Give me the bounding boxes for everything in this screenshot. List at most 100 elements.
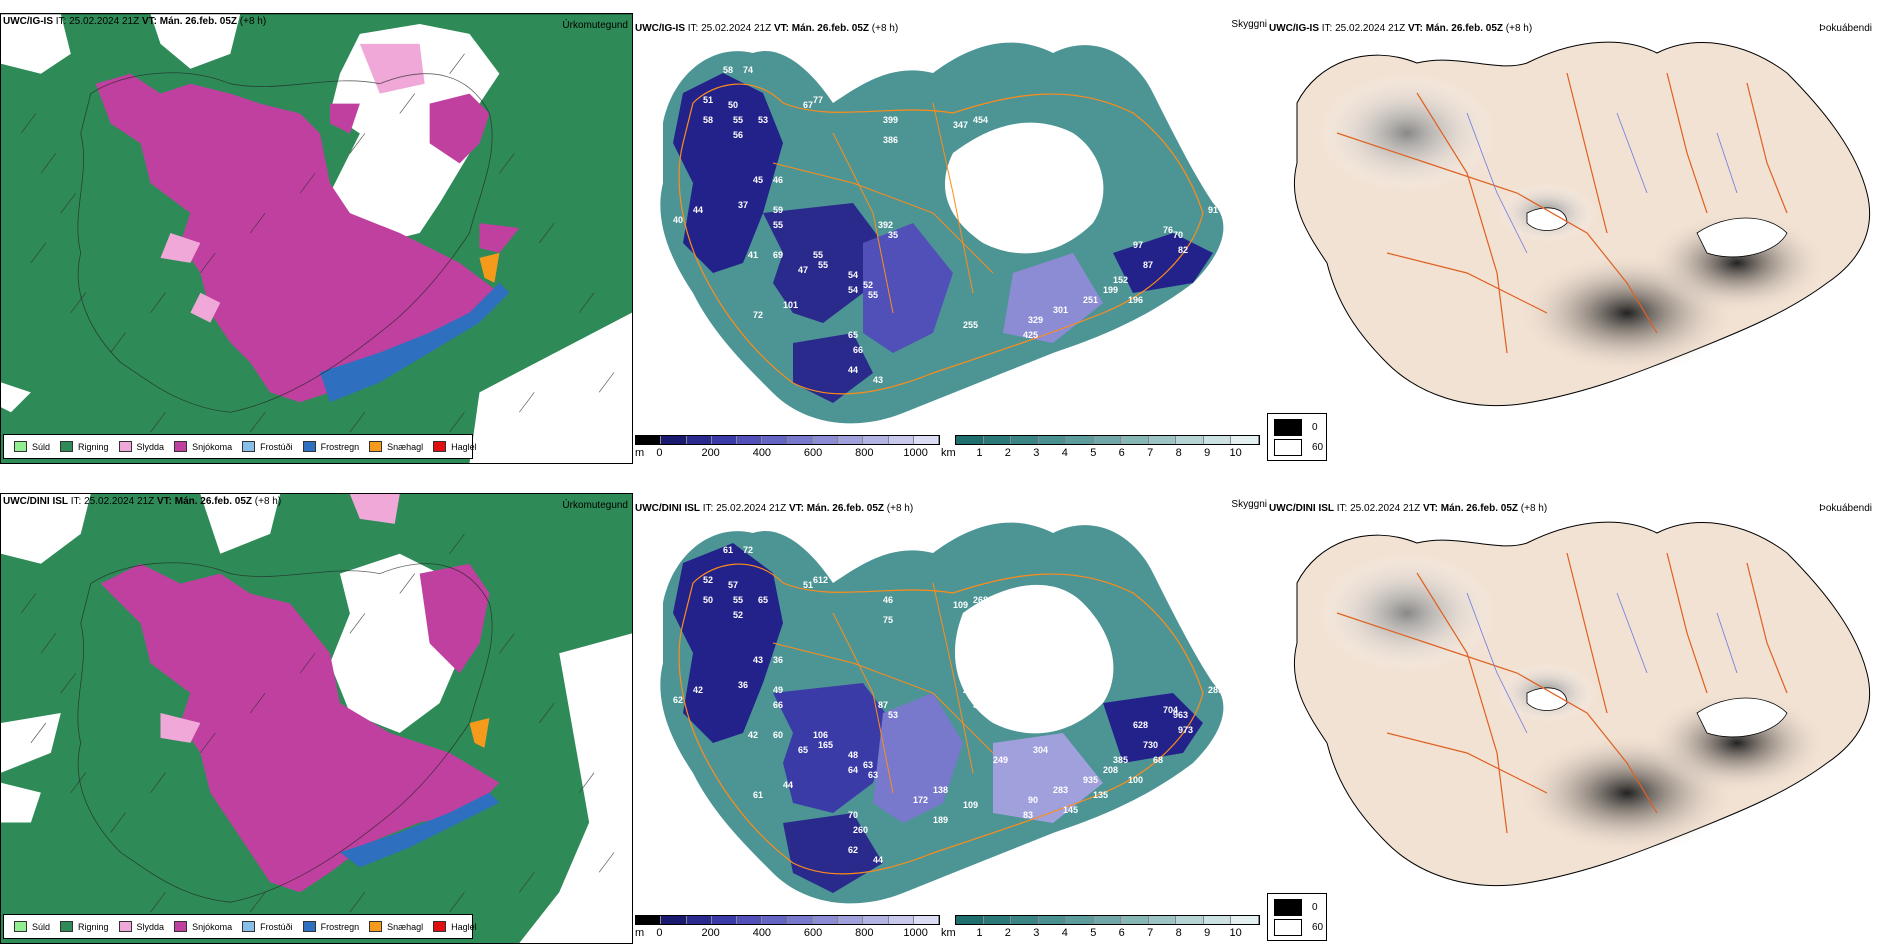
legend-item: Frostregn — [302, 441, 359, 452]
colorbar-tick-label: 6 — [1118, 447, 1125, 459]
colorbar-cell — [1176, 436, 1204, 444]
panel-header: UWC/IG-IS IT: 25.02.2024 21Z VT: Mán. 26… — [3, 16, 267, 27]
colorbar-cell — [956, 436, 984, 444]
cloud-base-label: 61 — [723, 545, 733, 555]
cloud-base-label: 425 — [1023, 330, 1038, 340]
colorbar-cell — [711, 436, 737, 444]
cloud-base-label: 45 — [753, 175, 763, 185]
cloud-base-label: 628 — [1133, 720, 1148, 730]
colorbar-cell — [686, 436, 712, 444]
panel-header: UWC/DINI ISL IT: 25.02.2024 21Z VT: Mán.… — [1269, 503, 1548, 514]
cloud-base-label: 109 — [953, 600, 968, 610]
panel-title: Úrkomutegund — [562, 20, 628, 31]
precip-map — [1, 14, 632, 463]
cloud-base-label: 56 — [733, 130, 743, 140]
legend-item: Snæhagl — [369, 921, 423, 932]
cloud-base-label: 53 — [758, 115, 768, 125]
panel-title: Skyggni — [1231, 499, 1267, 510]
cloud-base-label: 55 — [733, 595, 743, 605]
colorbar-cell — [888, 916, 914, 924]
cloud-base-label: 347 — [953, 120, 968, 130]
cloud-base-label: 189 — [933, 815, 948, 825]
cloud-base-label: 305 — [973, 700, 988, 710]
colorbar-cell — [1011, 436, 1039, 444]
colorbar-cell — [787, 436, 813, 444]
panel-title: Þokuábendi — [1819, 503, 1872, 514]
colorbar-tick-label: 8 — [1175, 927, 1182, 939]
colorbar-tick-label: 200 — [701, 447, 720, 459]
cloud-base-label: 55 — [773, 220, 783, 230]
cloud-base-label: 90 — [1028, 795, 1038, 805]
visibility-map: 61 72 52 57 50 55 65 52 51 612 43 36 42 36 62 49 66 87 42 6… — [660, 522, 1224, 904]
legend-item: Snjókoma — [174, 441, 232, 452]
cloud-base-label: 283 — [1053, 785, 1068, 795]
colorbar-cell — [711, 916, 737, 924]
cloud-base-label: 196 — [1128, 295, 1143, 305]
legend-item: Snjókoma — [174, 921, 232, 932]
cloud-base-label: 55 — [733, 115, 743, 125]
colorbar-tick-label: 400 — [752, 927, 772, 939]
colorbar-cell — [1121, 436, 1149, 444]
colorbar-tick-label: 200 — [701, 927, 720, 939]
cloud-base-label: 152 — [1113, 275, 1128, 285]
precip-legend: Súld Rigning Slydda Snjókoma Frostúði Fr… — [3, 914, 477, 939]
cloud-base-label: 36 — [773, 655, 783, 665]
colorbar-cell — [956, 916, 984, 924]
cloud-base-label: 28 — [978, 665, 988, 675]
cloud-base-label: 109 — [963, 800, 978, 810]
cloud-base-label: 54 — [848, 285, 858, 295]
colorbar-tick-label: 7 — [1147, 447, 1154, 459]
cloud-base-label: 262 — [1008, 230, 1023, 240]
colorbar-tick-label: 800 — [855, 927, 874, 939]
cloud-base-label: 72 — [753, 310, 763, 320]
colorbar-tick-label: 2 — [1004, 447, 1011, 459]
cloud-base-label: 49 — [773, 685, 783, 695]
colorbar-cell — [983, 436, 1012, 444]
colorbar-cell — [661, 916, 687, 924]
cloud-base-label: 65 — [848, 330, 858, 340]
colorbar-tick-label: 1000 — [903, 447, 928, 459]
colorbar-cell — [1066, 436, 1094, 444]
visibility-panel-top: UWC/IG-IS IT: 25.02.2024 21Z VT: Mán. 26… — [633, 13, 1267, 464]
legend-item: Frostúði — [242, 921, 293, 932]
cloud-base-label: 268 — [973, 595, 988, 605]
colorbar-tick-label: 10 — [1229, 927, 1242, 939]
legend-item: Frostregn — [302, 921, 359, 932]
legend-item: Slydda — [118, 921, 164, 932]
cloud-base-label: 36 — [738, 680, 748, 690]
cloud-base-label: 963 — [1173, 710, 1188, 720]
visibility-colorbar: km 1 2 3 4 5 6 7 8 9 10 — [941, 915, 1260, 939]
fog-panel-bottom: UWC/DINI ISL IT: 25.02.2024 21Z VT: Mán.… — [1267, 493, 1900, 944]
legend-item: Rigning — [60, 921, 109, 932]
cloud-base-label: 58 — [703, 115, 713, 125]
colorbar-cell — [762, 916, 788, 924]
colorbar-tick-label: 7 — [1147, 927, 1154, 939]
cloud-base-label: 37 — [738, 200, 748, 210]
cloud-base-label: 62 — [673, 695, 683, 705]
colorbar-cell — [913, 436, 939, 444]
colorbar-cell — [1176, 916, 1204, 924]
colorbar-cell — [1148, 916, 1177, 924]
panel-title: Skyggni — [1231, 19, 1267, 30]
colorbar-cell — [983, 916, 1012, 924]
cloud-base-label: 65 — [758, 595, 768, 605]
colorbar-tick-label: 10 — [1229, 447, 1242, 459]
colorbar-tick-label: 8 — [1175, 447, 1182, 459]
colorbar-cell — [1066, 916, 1094, 924]
cloud-base-label: 83 — [1023, 810, 1033, 820]
cloud-base-label: 165 — [818, 740, 833, 750]
cloud-base-label: 51 — [803, 580, 813, 590]
legend-item: Snæhagl — [369, 441, 423, 452]
colorbar-tick-label: 600 — [803, 447, 823, 459]
cloud-base-label: 44 — [783, 780, 793, 790]
colorbar-cell — [737, 916, 763, 924]
colorbar-cell — [812, 436, 838, 444]
legend-item: Frostúði — [242, 441, 293, 452]
colorbar-cell — [1231, 916, 1260, 924]
cloud-base-label: 87 — [1143, 260, 1153, 270]
cloud-base-label: 35 — [888, 230, 898, 240]
colorbar-cell — [1093, 436, 1122, 444]
cloud-base-label: 385 — [1113, 755, 1128, 765]
cloud-base-label: 70 — [848, 810, 858, 820]
colorbar-tick-label: 600 — [803, 927, 823, 939]
